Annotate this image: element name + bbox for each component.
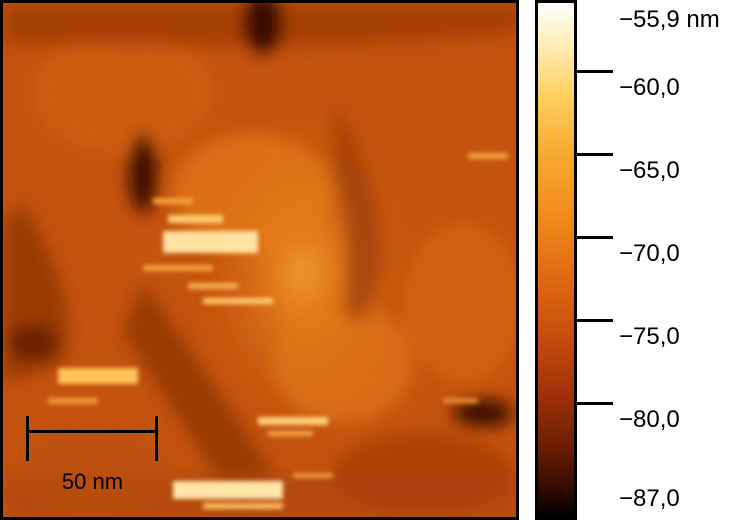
scale-bar-right-tick: [155, 416, 158, 461]
scale-bar-line: [26, 430, 158, 433]
scale-bar-left-tick: [26, 416, 29, 461]
colorbar-label: −60,0: [619, 74, 680, 101]
colorbar-label-min: −87,0: [619, 485, 680, 512]
colorbar-label-max: −55,9 nm: [619, 6, 720, 33]
colorbar-tick: [577, 402, 613, 405]
colorbar-tick: [577, 236, 613, 239]
scale-bar-label: 50 nm: [61, 469, 124, 494]
scale-bar: [26, 416, 158, 462]
colorbar-label: −65,0: [619, 157, 680, 184]
colorbar-tick: [577, 319, 613, 322]
colorbar-label: −70,0: [619, 240, 680, 267]
height-colorbar: [535, 0, 577, 520]
colorbar-tick: [577, 70, 613, 73]
colorbar-label: −80,0: [619, 406, 680, 433]
colorbar-tick: [577, 153, 613, 156]
colorbar-label: −75,0: [619, 323, 680, 350]
